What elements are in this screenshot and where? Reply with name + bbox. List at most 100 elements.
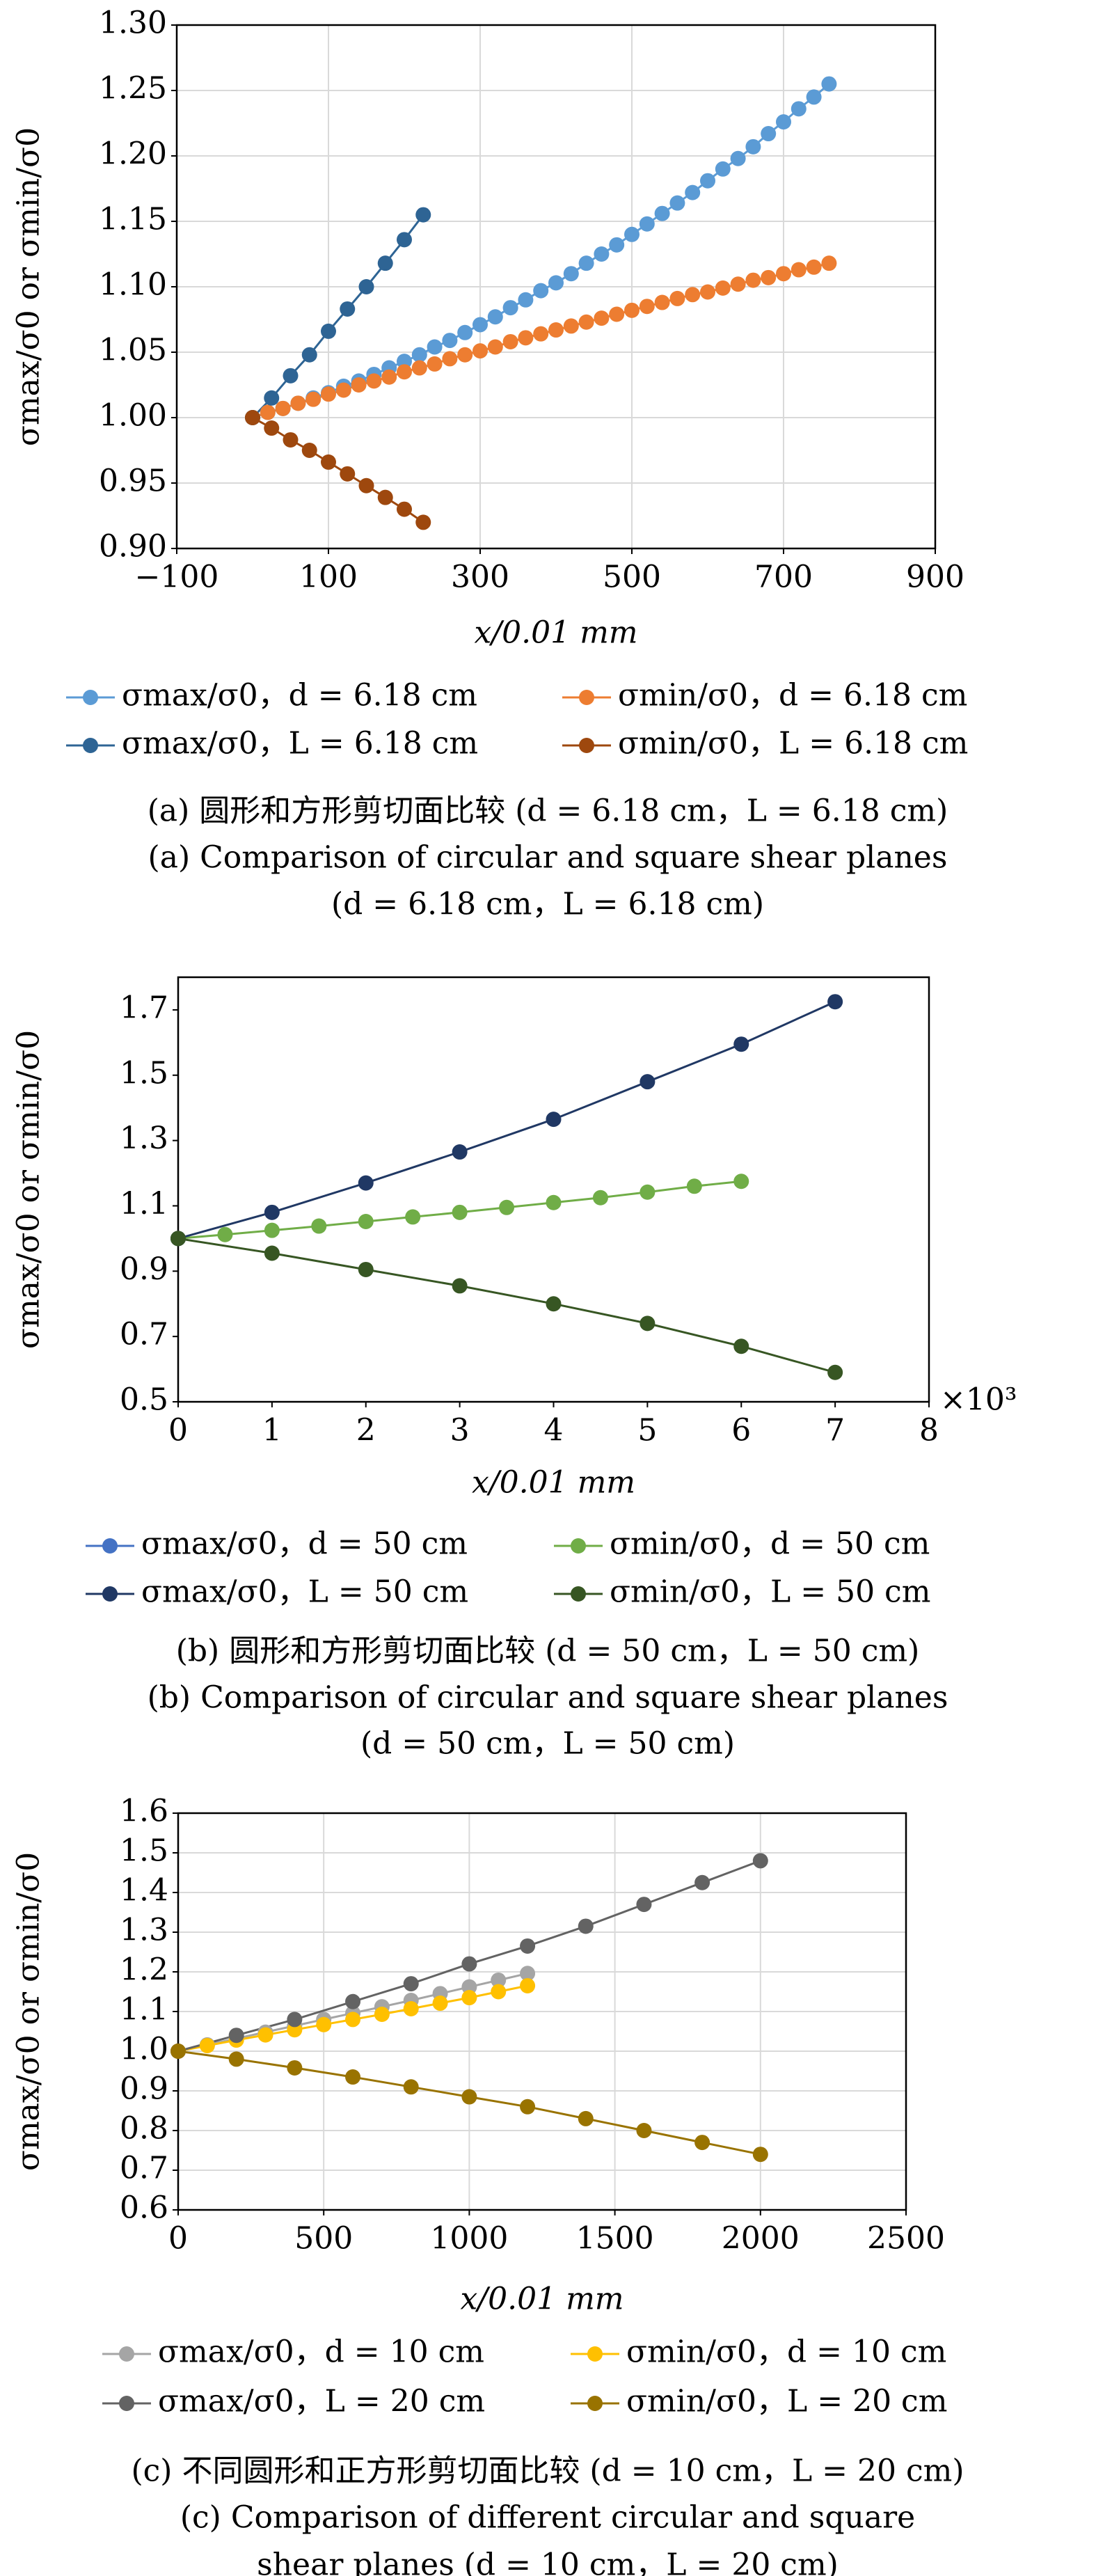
data-point <box>563 266 579 282</box>
data-point <box>461 1990 477 2006</box>
data-point <box>715 280 731 296</box>
legend-swatch-marker <box>579 690 594 705</box>
data-point <box>397 354 412 370</box>
data-point <box>358 279 374 294</box>
data-point <box>260 404 276 420</box>
legend-entry: σmax/σ0，L = 20 cm <box>158 2384 485 2419</box>
data-point <box>461 2089 477 2105</box>
y-tick-label: 1.1 <box>120 1992 168 2028</box>
data-point <box>457 347 473 363</box>
data-point <box>257 2027 273 2043</box>
data-point <box>366 373 382 389</box>
data-point <box>228 2051 244 2067</box>
data-point <box>639 216 655 232</box>
x-tick-label: 2000 <box>722 2221 800 2257</box>
caption: (d = 6.18 cm，L = 6.18 cm) <box>331 887 764 922</box>
legend-swatch-marker <box>587 2346 603 2362</box>
data-point <box>745 272 761 288</box>
y-tick-label: 0.90 <box>99 529 167 564</box>
data-point <box>374 2006 390 2022</box>
caption: (a) 圆形和方形剪切面比较 (d = 6.18 cm，L = 6.18 cm) <box>148 793 948 829</box>
data-point <box>685 287 701 303</box>
data-point <box>381 369 397 385</box>
y-tick-label: 1.1 <box>120 1186 168 1222</box>
data-point <box>694 1874 710 1890</box>
data-point <box>578 2110 594 2126</box>
data-point <box>592 1190 608 1206</box>
x-tick-label: 8 <box>919 1413 939 1448</box>
data-point <box>639 299 655 315</box>
x-multiplier: ×10³ <box>940 1382 1017 1418</box>
data-point <box>403 2079 419 2095</box>
data-point <box>264 420 280 436</box>
data-point <box>301 443 317 458</box>
x-axis-label: x/0.01 mm <box>474 615 637 651</box>
data-point <box>452 1278 468 1294</box>
x-tick-label: 2500 <box>867 2221 945 2257</box>
y-tick-label: 0.95 <box>99 464 167 499</box>
x-tick-label: 500 <box>603 560 661 595</box>
x-tick-label: 7 <box>825 1413 845 1448</box>
data-point <box>427 339 443 355</box>
data-point <box>283 432 299 448</box>
y-tick-label: 0.9 <box>120 2071 168 2107</box>
data-point <box>776 266 791 282</box>
legend-entry: σmin/σ0，d = 50 cm <box>610 1526 930 1562</box>
y-tick-label: 0.5 <box>120 1382 168 1418</box>
data-point <box>245 410 260 425</box>
data-point <box>827 1364 843 1380</box>
data-point <box>217 1226 233 1242</box>
plot-frame <box>177 1812 907 2211</box>
x-tick-label: 100 <box>299 560 358 595</box>
data-point <box>491 1972 507 1988</box>
legend-swatch-marker <box>571 1586 586 1602</box>
data-point <box>578 255 594 271</box>
data-point <box>733 1036 749 1052</box>
data-point <box>624 302 640 318</box>
series-line <box>177 1000 836 1240</box>
legend-entry: σmin/σ0，L = 6.18 cm <box>618 726 968 761</box>
data-point <box>415 514 431 530</box>
data-point <box>761 126 777 142</box>
y-tick-label: 0.7 <box>120 2151 168 2186</box>
data-point <box>199 2038 215 2054</box>
data-point <box>821 76 837 92</box>
legend-swatch-marker <box>119 2396 134 2411</box>
caption: (a) Comparison of circular and square sh… <box>148 840 948 876</box>
x-tick-label: 900 <box>906 560 964 595</box>
y-tick-label: 1.4 <box>120 1873 168 1909</box>
data-point <box>358 1175 374 1191</box>
caption: (c) Comparison of different circular and… <box>180 2500 915 2536</box>
y-tick-label: 0.9 <box>120 1251 168 1287</box>
data-point <box>405 1209 421 1225</box>
data-point <box>351 377 367 393</box>
data-point <box>548 322 564 338</box>
x-tick-label: 4 <box>544 1413 564 1448</box>
data-point <box>640 1184 656 1200</box>
data-point <box>264 1245 280 1261</box>
data-point <box>578 1918 594 1934</box>
data-point <box>487 309 503 325</box>
data-point <box>700 284 715 300</box>
data-point <box>752 2147 768 2163</box>
data-point <box>411 347 427 363</box>
legend-entry: σmax/σ0，d = 6.18 cm <box>122 678 477 713</box>
data-point <box>518 330 534 346</box>
data-point <box>636 2123 652 2138</box>
data-point <box>305 391 321 407</box>
legend-swatch-marker <box>119 2346 134 2362</box>
x-tick-label: 700 <box>754 560 813 595</box>
data-point <box>457 324 473 340</box>
y-tick-label: 1.00 <box>99 398 167 434</box>
data-point <box>397 232 412 248</box>
data-point <box>546 1194 562 1210</box>
data-point <box>321 323 336 339</box>
data-point <box>452 1144 468 1160</box>
legend-entry: σmax/σ0，L = 50 cm <box>141 1574 468 1610</box>
y-tick-label: 0.6 <box>120 2190 168 2226</box>
y-tick-label: 1.6 <box>120 1794 168 1829</box>
y-tick-label: 1.7 <box>120 990 168 1025</box>
y-tick-label: 1.10 <box>99 267 167 303</box>
series-line <box>251 214 424 419</box>
legend-swatch-marker <box>579 738 594 753</box>
